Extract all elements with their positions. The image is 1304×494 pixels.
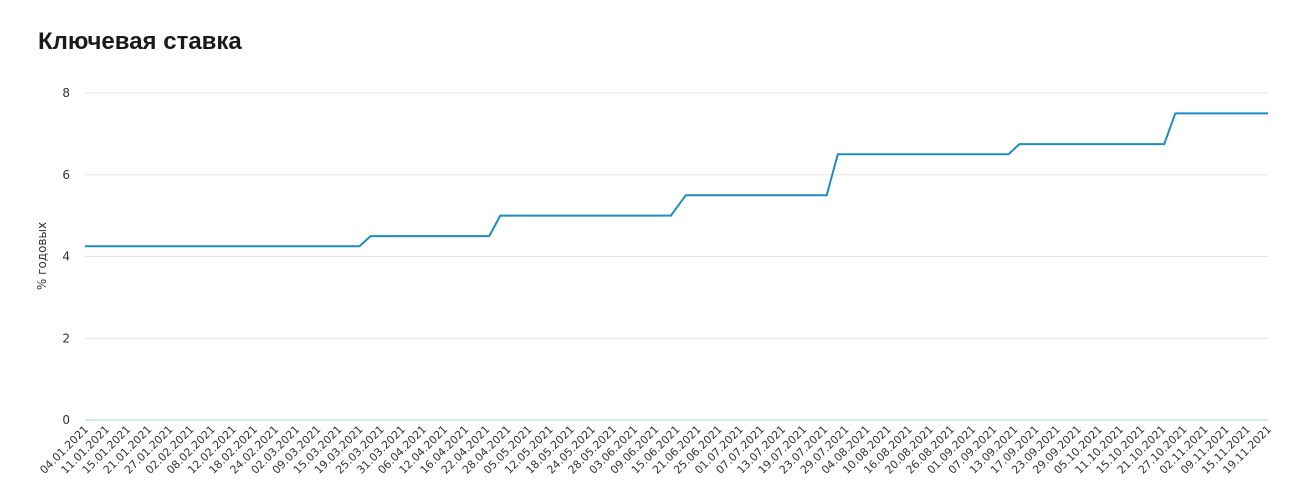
y-tick-label: 4 xyxy=(62,250,70,264)
y-tick-label: 0 xyxy=(62,413,70,427)
y-axis-ticks: 0 2 4 6 8 xyxy=(62,86,70,427)
x-axis-ticks: 04.01.202111.01.202115.01.202121.01.2021… xyxy=(37,423,1274,477)
y-tick-label: 6 xyxy=(62,168,70,182)
y-tick-label: 2 xyxy=(62,331,70,345)
gridlines xyxy=(85,92,1268,339)
y-axis-label: % годовых xyxy=(35,222,49,290)
chart-title: Ключевая ставка xyxy=(38,28,242,55)
y-tick-label: 8 xyxy=(62,86,70,100)
series-line xyxy=(85,112,1268,248)
